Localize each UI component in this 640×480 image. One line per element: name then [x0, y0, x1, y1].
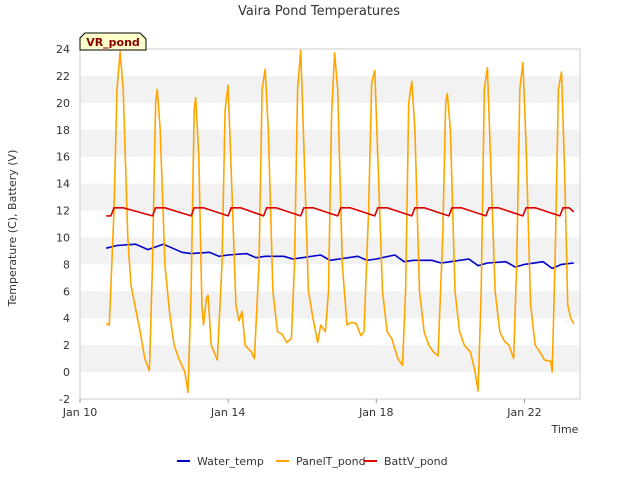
series-line-battv-pond	[106, 207, 575, 217]
x-tick-label: Jan 18	[358, 406, 393, 419]
y-tick-label: 14	[56, 178, 70, 191]
y-tick-label: -2	[59, 393, 70, 406]
series-lines	[105, 49, 575, 394]
chart-title: Vaira Pond Temperatures	[238, 4, 400, 19]
legend-label: Water_temp	[197, 455, 264, 468]
x-axis-label: Time	[551, 423, 579, 436]
y-tick-label: 8	[63, 258, 70, 271]
y-tick-label: 18	[56, 124, 70, 137]
series-line-water-temp	[106, 243, 574, 270]
y-tick-label: 12	[56, 205, 70, 218]
series-line-panelt-pond	[105, 49, 575, 394]
y-tick-label: 2	[63, 339, 70, 352]
y-tick-label: 6	[63, 285, 70, 298]
x-tick-label: Jan 22	[506, 406, 541, 419]
x-tick-label: Jan 14	[210, 406, 245, 419]
legend: Water_temp PanelT_pond BattV_pond	[177, 455, 448, 468]
y-axis-label: Temperature (C), Battery (V)	[6, 150, 19, 308]
annotation-label: VR_pond	[86, 36, 140, 49]
annotation-badge: VR_pond	[79, 32, 147, 51]
x-axis-ticks: Jan 10 Jan 14 Jan 18 Jan 22	[62, 399, 542, 419]
annotation-badge-shape	[79, 32, 147, 51]
y-tick-label: 16	[56, 151, 70, 164]
y-tick-label: 10	[56, 231, 70, 244]
x-tick-label: Jan 10	[62, 406, 97, 419]
y-tick-label: 22	[56, 70, 70, 83]
grid-band	[80, 129, 580, 157]
legend-label: PanelT_pond	[296, 455, 366, 468]
grid-band	[80, 75, 580, 103]
grid-band	[80, 291, 580, 319]
plot-frame	[79, 48, 581, 400]
y-tick-label: 24	[56, 43, 70, 56]
grid-band	[80, 345, 580, 373]
y-tick-label: 0	[63, 366, 70, 379]
y-tick-label: 20	[56, 97, 70, 110]
y-tick-label: 4	[63, 312, 70, 325]
legend-label: BattV_pond	[384, 455, 448, 468]
